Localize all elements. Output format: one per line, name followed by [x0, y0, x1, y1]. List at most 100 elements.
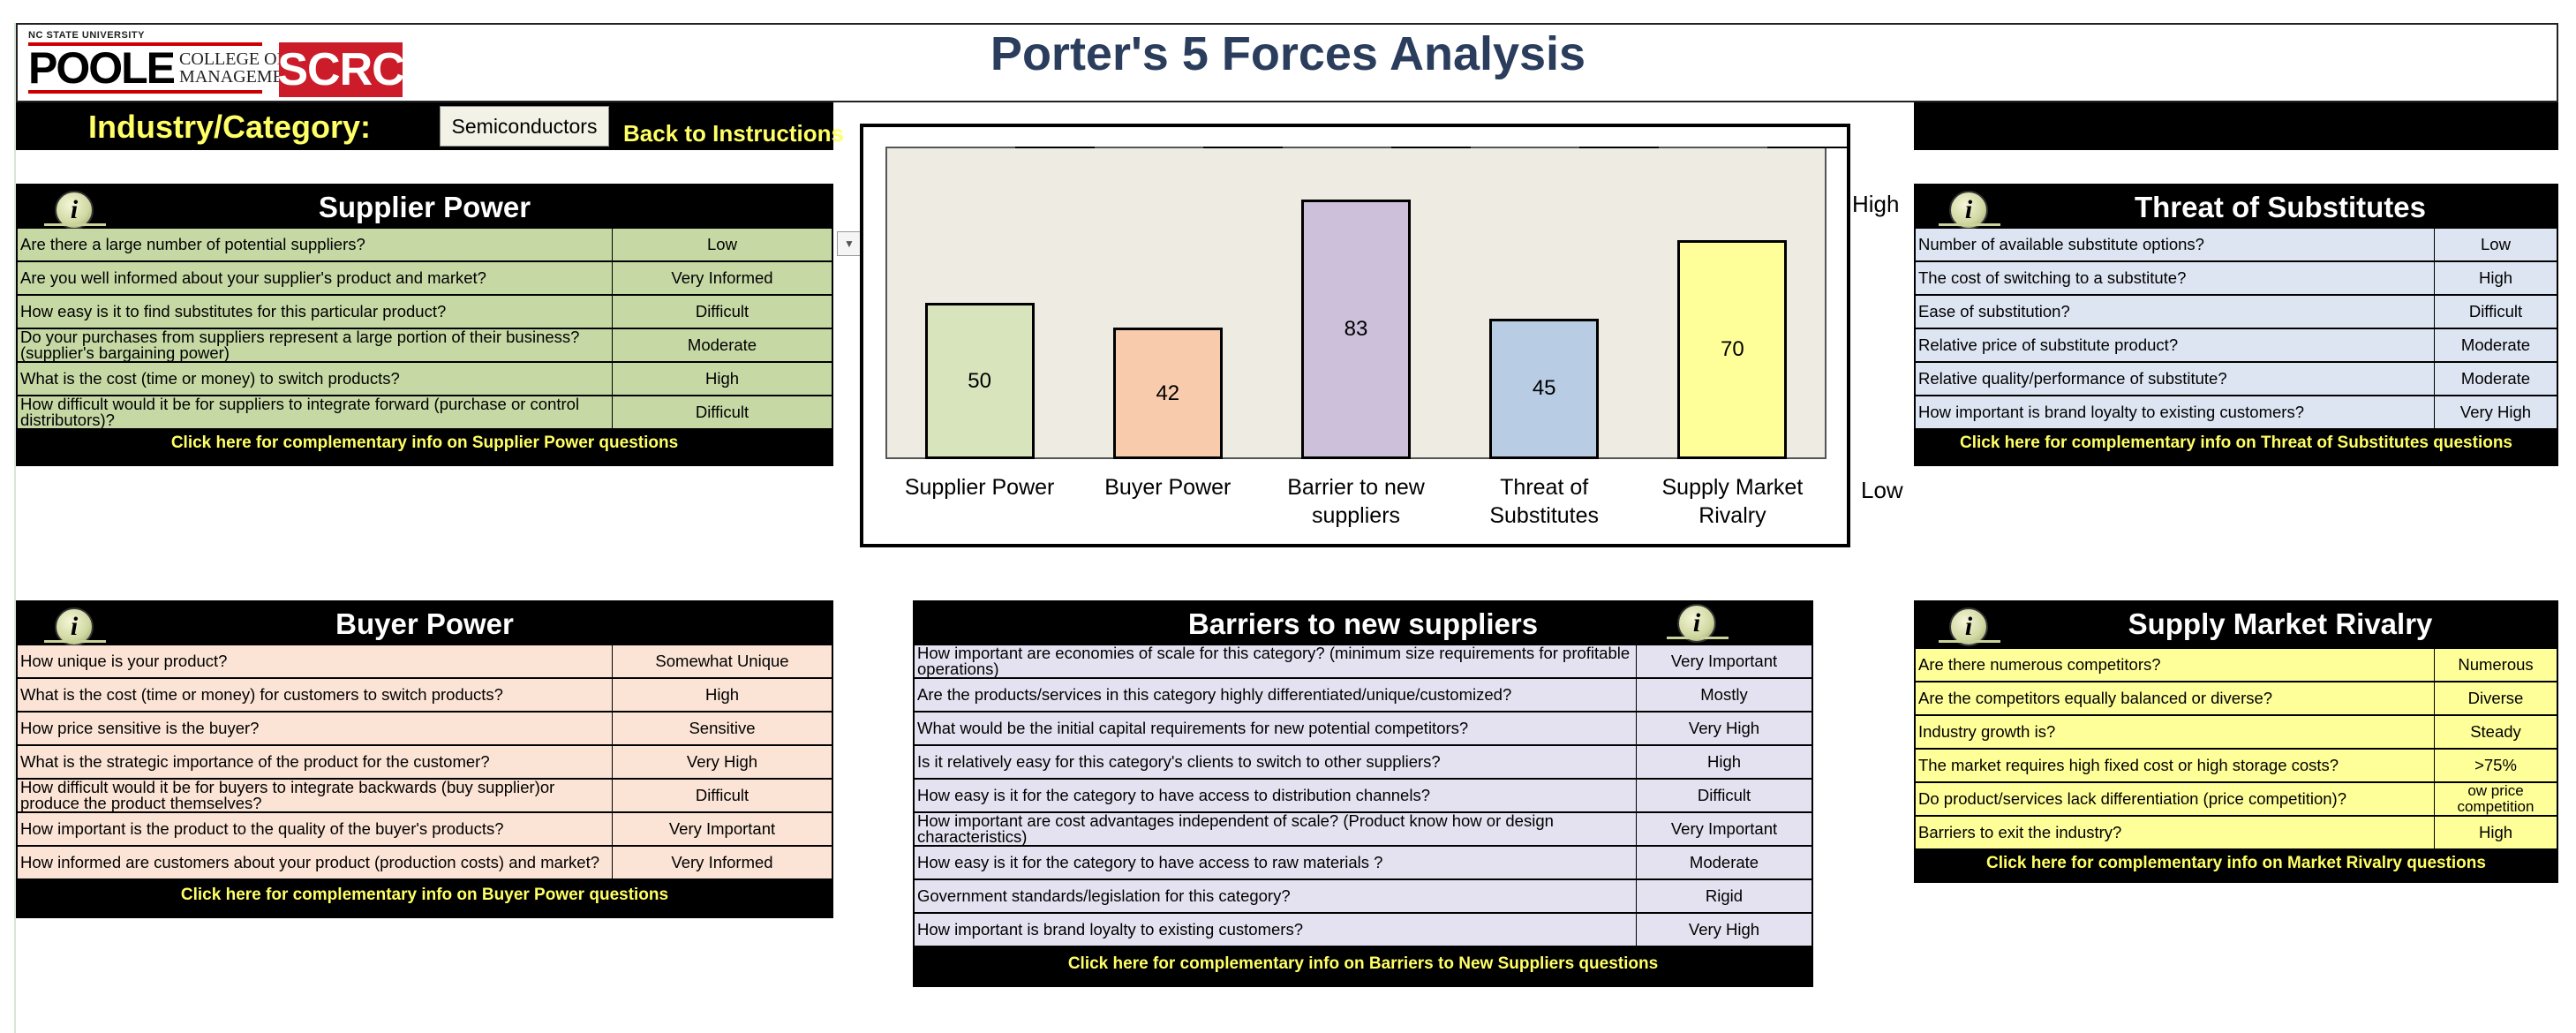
rivalry-info-link[interactable]: Click here for complementary info on Mar…	[1986, 854, 2486, 872]
scrc-logo: SCRC	[277, 42, 405, 97]
chart-data-label: 83	[1344, 317, 1368, 342]
answer-select[interactable]: Difficult	[1637, 780, 1811, 811]
table-row: How important is brand loyalty to existi…	[915, 914, 1811, 946]
question-text: How difficult would it be for buyers to …	[18, 780, 613, 811]
question-text: Are the competitors equally balanced or …	[1916, 682, 2435, 714]
answer-select[interactable]: Difficult	[613, 296, 832, 328]
answer-select[interactable]: Diverse	[2435, 682, 2557, 714]
answer-select[interactable]: Very High	[613, 746, 832, 778]
chart-data-label: 70	[1721, 337, 1744, 362]
answer-select[interactable]: Difficult	[2435, 296, 2557, 328]
question-text: What is the cost (time or money) for cus…	[18, 679, 613, 711]
table-row: How difficult would it be for buyers to …	[18, 780, 832, 811]
table-row: How important is the product to the qual…	[18, 813, 832, 845]
answer-select[interactable]: Low	[613, 229, 832, 260]
answer-select[interactable]: High	[2435, 817, 2557, 848]
answer-select[interactable]: Moderate	[2435, 363, 2557, 395]
question-text: Ease of substitution?	[1916, 296, 2435, 328]
question-text: Are there a large number of potential su…	[18, 229, 613, 260]
chart-category-label: Supplier Power	[904, 475, 1055, 500]
question-text: How easy is it for the category to have …	[915, 847, 1637, 878]
answer-select[interactable]: >75%	[2435, 750, 2557, 781]
chart-category-label: Threat of Substitutes	[1489, 475, 1600, 528]
poole-wordmark: POOLE	[28, 43, 176, 93]
table-row: How important is brand loyalty to existi…	[1916, 396, 2557, 428]
question-text: How important are cost advantages indepe…	[915, 813, 1637, 845]
answer-select[interactable]: Numerous	[2435, 649, 2557, 681]
dropdown-arrow-icon[interactable]: ▼	[837, 231, 862, 256]
threat-of-substitutes-title: Threat of Substitutes	[2134, 191, 2427, 223]
answer-select[interactable]: Very High	[1637, 713, 1811, 744]
answer-select[interactable]: Low	[2435, 229, 2557, 260]
supplier-power-panel: i Supplier Power Are there a large numbe…	[16, 184, 833, 466]
answer-select[interactable]: Very Informed	[613, 262, 832, 294]
top-gridline-segment	[1579, 147, 1660, 148]
answer-select[interactable]: Very Important	[1637, 645, 1811, 677]
chart-bar	[1301, 200, 1411, 459]
chart-bar	[1112, 328, 1223, 459]
answer-select[interactable]: Mostly	[1637, 679, 1811, 711]
answer-select[interactable]: Steady	[2435, 716, 2557, 748]
question-text: What is the strategic importance of the …	[18, 746, 613, 778]
table-row: Ease of substitution? Difficult	[1916, 296, 2557, 328]
answer-select[interactable]: Very Important	[1637, 813, 1811, 845]
table-row: Industry growth is? Steady	[1916, 716, 2557, 748]
answer-select[interactable]: Very Informed	[613, 847, 832, 878]
table-row: How informed are customers about your pr…	[18, 847, 832, 878]
buyer-power-info-link[interactable]: Click here for complementary info on Buy…	[180, 886, 669, 904]
table-row: How important are cost advantages indepe…	[915, 813, 1811, 845]
answer-select[interactable]: Moderate	[2435, 329, 2557, 361]
answer-select[interactable]: Very High	[1637, 914, 1811, 946]
left-border-line	[14, 23, 16, 1033]
answer-select[interactable]: Difficult	[613, 396, 832, 428]
chart-bar	[924, 303, 1035, 459]
question-text: How easy is it to find substitutes for t…	[18, 296, 613, 328]
barriers-info-link[interactable]: Click here for complementary info on Bar…	[1067, 954, 1659, 973]
table-row: Is it relatively easy for this category'…	[915, 746, 1811, 778]
supplier-power-info-link[interactable]: Click here for complementary info on Sup…	[170, 434, 679, 452]
industry-input[interactable]: Semiconductors	[440, 106, 609, 147]
table-row: How easy is it to find substitutes for t…	[18, 296, 832, 328]
table-row: What is the strategic importance of the …	[18, 746, 832, 778]
answer-select[interactable]: High	[1637, 746, 1811, 778]
top-gridline-segment	[1391, 147, 1471, 148]
answer-select[interactable]: Somewhat Unique	[613, 645, 832, 677]
answer-select[interactable]: High	[613, 363, 832, 395]
question-text: How important are economies of scale for…	[915, 645, 1637, 677]
question-text: What is the cost (time or money) to swit…	[18, 363, 613, 395]
table-row: What is the cost (time or money) for cus…	[18, 679, 832, 711]
answer-select[interactable]: ow price competition	[2435, 783, 2557, 815]
header-bar	[16, 23, 2558, 102]
answer-select[interactable]: Rigid	[1637, 880, 1811, 912]
question-text: Government standards/legislation for thi…	[915, 880, 1637, 912]
question-text: How important is brand loyalty to existi…	[1916, 396, 2435, 428]
answer-select[interactable]: Very High	[2435, 396, 2557, 428]
table-row: How price sensitive is the buyer? Sensit…	[18, 713, 832, 744]
answer-select[interactable]: High	[2435, 262, 2557, 294]
info-icon[interactable]: i	[1939, 607, 2000, 646]
answer-select[interactable]: Very Important	[613, 813, 832, 845]
answer-select[interactable]: High	[613, 679, 832, 711]
chart-data-label: 42	[1156, 381, 1180, 405]
table-row: Relative quality/performance of substitu…	[1916, 363, 2557, 395]
back-to-instructions-link[interactable]: Back to Instructions	[623, 120, 844, 147]
info-icon[interactable]: i	[1667, 604, 1729, 643]
chart-category-label: Buyer Power	[1104, 475, 1232, 500]
info-icon[interactable]: i	[1939, 191, 2000, 230]
table-row: Are there a large number of potential su…	[18, 229, 832, 260]
answer-select[interactable]: Moderate	[613, 329, 832, 361]
buyer-power-panel: i Buyer Power How unique is your product…	[16, 600, 833, 918]
table-row: Are the competitors equally balanced or …	[1916, 682, 2557, 714]
question-text: Are there numerous competitors?	[1916, 649, 2435, 681]
question-text: How informed are customers about your pr…	[18, 847, 613, 878]
question-text: The cost of switching to a substitute?	[1916, 262, 2435, 294]
chart-data-label: 45	[1532, 376, 1556, 401]
answer-select[interactable]: Sensitive	[613, 713, 832, 744]
threat-of-substitutes-info-link[interactable]: Click here for complementary info on Thr…	[1959, 434, 2513, 452]
college-line1: COLLEGE OF	[179, 49, 287, 69]
question-text: Barriers to exit the industry?	[1916, 817, 2435, 848]
table-row: How easy is it for the category to have …	[915, 780, 1811, 811]
industry-bar	[16, 102, 833, 150]
answer-select[interactable]: Moderate	[1637, 847, 1811, 878]
answer-select[interactable]: Difficult	[613, 780, 832, 811]
